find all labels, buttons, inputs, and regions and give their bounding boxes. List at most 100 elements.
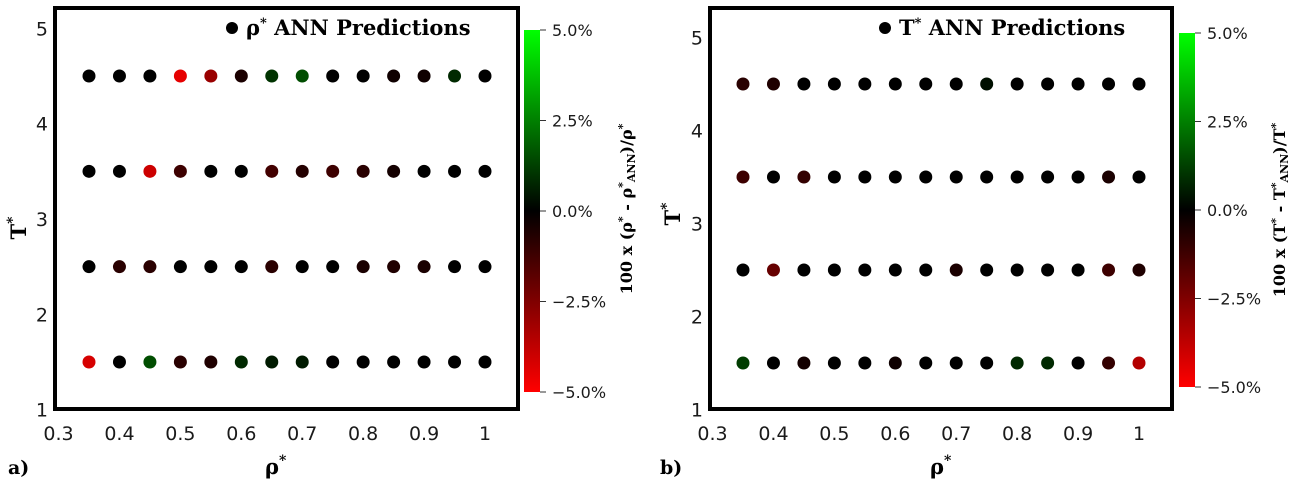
data-point: [478, 164, 492, 178]
data-point: [143, 260, 157, 274]
colorbar-tick-label: −5.0%: [552, 383, 606, 402]
data-point: [919, 170, 933, 184]
y-tick-label: 1: [691, 400, 703, 422]
data-point: [112, 355, 126, 369]
data-point: [234, 69, 248, 83]
data-point: [326, 164, 340, 178]
data-point: [766, 77, 780, 91]
data-point: [1010, 77, 1024, 91]
data-point: [980, 263, 994, 277]
data-point: [326, 69, 340, 83]
y-tick-label: 4: [691, 121, 703, 143]
colorbar-tick-label: 2.5%: [1207, 113, 1248, 132]
data-point: [478, 69, 492, 83]
data-point: [797, 356, 811, 370]
x-tick-label: 0.5: [819, 423, 849, 445]
x-tick-label: 0.9: [409, 423, 439, 445]
data-point: [736, 263, 750, 277]
data-point: [356, 164, 370, 178]
data-point: [1041, 263, 1055, 277]
x-ticks-b: 0.3 0.4 0.5 0.6 0.7 0.8 0.9 1: [697, 423, 1145, 445]
data-point: [919, 356, 933, 370]
x-tick-label: 0.4: [104, 423, 134, 445]
y-tick-label: 3: [691, 214, 703, 236]
data-point: [1041, 170, 1055, 184]
x-axis-label-a: ρ*: [265, 453, 287, 479]
points-a: [82, 69, 492, 369]
data-point: [234, 164, 248, 178]
x-tick-label: 0.8: [1002, 423, 1032, 445]
panel-b: 0.3 0.4 0.5 0.6 0.7 0.8 0.9 1 1 2 3 4 5 T* ANN Pred…: [659, 6, 1291, 479]
data-point: [295, 260, 309, 274]
data-point: [736, 77, 750, 91]
data-point: [919, 263, 933, 277]
data-point: [827, 77, 841, 91]
colorbar-a: [524, 30, 540, 392]
colorbar-tick-label: 2.5%: [552, 112, 593, 131]
data-point: [478, 260, 492, 274]
data-point: [356, 69, 370, 83]
y-ticks-b: 1 2 3 4 5: [691, 28, 703, 422]
y-tick-label: 3: [36, 209, 48, 231]
x-tick-label: 0.7: [941, 423, 971, 445]
legend-marker-b: [879, 22, 891, 34]
data-point: [797, 170, 811, 184]
colorbar-tick-label: 5.0%: [552, 21, 593, 40]
x-tick-label: 1: [479, 423, 491, 445]
data-point: [82, 69, 96, 83]
data-point: [888, 170, 902, 184]
data-point: [234, 260, 248, 274]
data-point: [919, 77, 933, 91]
data-point: [265, 260, 279, 274]
plot-area-b: [708, 6, 1174, 411]
y-ticks-a: 1 2 3 4 5: [36, 18, 48, 421]
data-point: [1071, 263, 1085, 277]
data-point: [173, 260, 187, 274]
data-point: [858, 170, 872, 184]
x-tick-label: 0.7: [287, 423, 317, 445]
data-point: [888, 77, 902, 91]
data-point: [858, 356, 872, 370]
data-point: [295, 164, 309, 178]
data-point: [204, 260, 218, 274]
data-point: [356, 260, 370, 274]
data-point: [1102, 170, 1116, 184]
x-tick-label: 0.8: [348, 423, 378, 445]
data-point: [1132, 77, 1146, 91]
data-point: [766, 170, 780, 184]
data-point: [1071, 170, 1085, 184]
data-point: [797, 77, 811, 91]
data-point: [1102, 263, 1116, 277]
data-point: [858, 263, 872, 277]
x-tick-label: 0.4: [758, 423, 788, 445]
data-point: [1041, 356, 1055, 370]
colorbar-tick-label: −5.0%: [1207, 378, 1261, 397]
legend-b: T* ANN Predictions: [899, 15, 1125, 40]
legend-marker-a: [226, 22, 238, 34]
data-point: [417, 69, 431, 83]
data-point: [417, 260, 431, 274]
data-point: [112, 164, 126, 178]
data-point: [478, 355, 492, 369]
data-point: [204, 69, 218, 83]
data-point: [143, 355, 157, 369]
colorbar-label-b: 100 x (T* - T*ANN)/T*: [1269, 123, 1291, 298]
panel-label-b: b): [660, 457, 682, 479]
data-point: [1010, 263, 1024, 277]
y-tick-label: 5: [691, 28, 703, 50]
x-tick-label: 0.6: [226, 423, 256, 445]
colorbar-tick-label: 0.0%: [1207, 201, 1248, 220]
legend-a: ρ* ANN Predictions: [246, 15, 471, 40]
colorbar-tick-label: −2.5%: [552, 293, 606, 312]
data-point: [1071, 356, 1085, 370]
data-point: [417, 164, 431, 178]
x-tick-label: 0.3: [43, 423, 73, 445]
data-point: [326, 260, 340, 274]
x-tick-label: 0.9: [1063, 423, 1093, 445]
data-point: [326, 355, 340, 369]
colorbar-ticks-b: 5.0% 2.5% 0.0% −2.5% −5.0%: [1195, 24, 1261, 397]
data-point: [234, 355, 248, 369]
data-point: [766, 263, 780, 277]
y-tick-label: 1: [36, 400, 48, 422]
colorbar-label-a: 100 x (ρ* - ρ*ANN)/ρ*: [616, 123, 638, 294]
